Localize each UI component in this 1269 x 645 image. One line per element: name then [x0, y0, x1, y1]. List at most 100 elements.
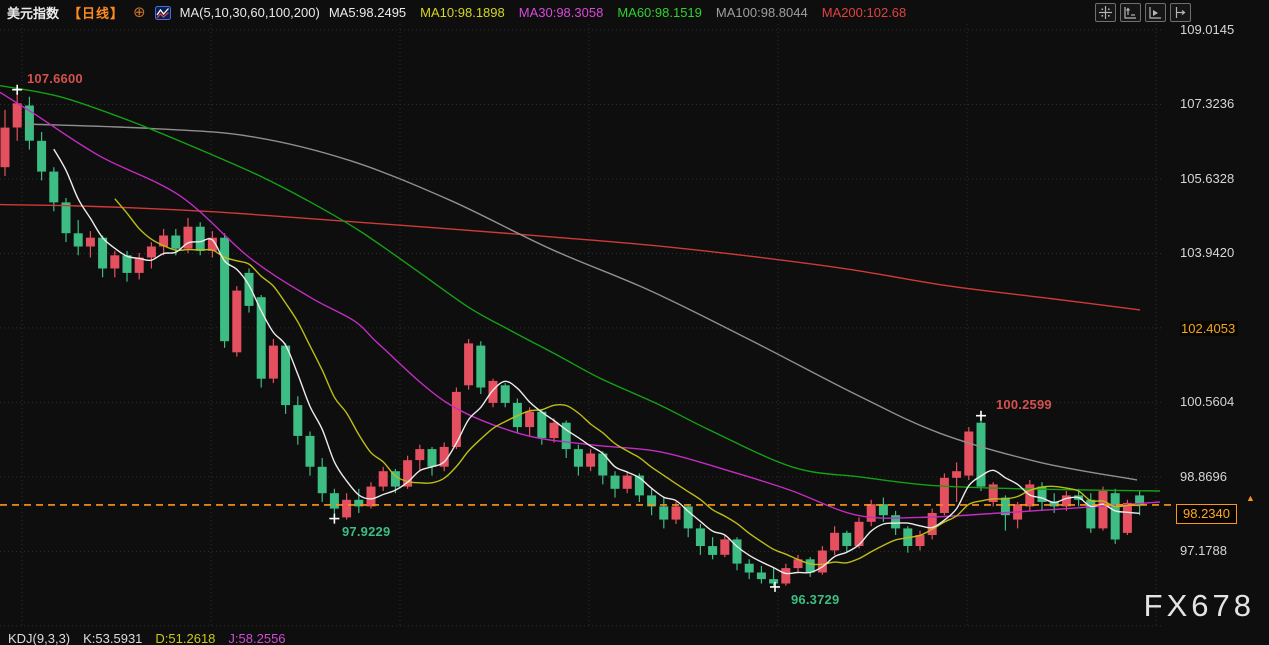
ma-line-ma200 — [0, 203, 1141, 311]
candle-body — [317, 466, 327, 494]
pivot-high-label: 107.6600 — [27, 71, 83, 86]
kline-indicator-icon[interactable] — [154, 5, 171, 20]
candle-body — [1037, 486, 1047, 502]
candle-body — [866, 504, 876, 522]
candle-body — [366, 486, 376, 507]
candle-body — [1135, 495, 1145, 505]
candle-body — [354, 499, 364, 507]
period-tag: 【日线】 — [68, 6, 125, 21]
ma-line-ma5 — [53, 148, 1140, 575]
y-axis-label: 109.0145 — [1180, 22, 1235, 37]
candle-body — [586, 453, 596, 467]
y-axis-label: 107.3236 — [1180, 96, 1235, 111]
chart-toolbar — [1095, 3, 1191, 22]
candle-body — [525, 411, 535, 428]
time-scale-icon[interactable] — [1145, 3, 1166, 22]
current-price-box: 98.2340 — [1176, 504, 1237, 524]
candle-body — [439, 446, 449, 467]
candle-body — [793, 559, 803, 569]
candle-body — [378, 471, 388, 487]
candle-body — [537, 411, 547, 439]
candle-body — [171, 235, 181, 249]
candle-body — [37, 140, 47, 172]
candle-body — [146, 246, 156, 258]
candle-body — [183, 226, 193, 249]
candle-body — [549, 422, 559, 439]
candle-body — [85, 237, 95, 247]
pivot-low-label: 96.3729 — [791, 592, 840, 607]
instrument-title: 美元指数 — [7, 6, 60, 21]
ma-legend-item: MA60:98.1519 — [617, 5, 702, 20]
candle-body — [708, 546, 718, 555]
pivot-cross-icon — [770, 581, 780, 592]
candle-body — [720, 539, 730, 555]
candle-body — [830, 532, 840, 551]
pivot-cross-icon — [329, 513, 340, 524]
ma-legend-item: MA200:102.68 — [821, 5, 907, 20]
candle-body — [256, 297, 266, 379]
ma-legend-item: MA10:98.1898 — [420, 5, 505, 20]
candle-body — [488, 380, 498, 403]
candle-body — [220, 237, 230, 342]
candle-body — [854, 521, 864, 546]
ma-legend-item: MA100:98.8044 — [715, 5, 808, 20]
candle-body — [756, 572, 766, 580]
ma-legend-item: MA30:98.3058 — [518, 5, 604, 20]
candle-body — [195, 226, 205, 251]
candle-body — [952, 471, 962, 478]
candle-body — [671, 506, 681, 520]
candle-body — [293, 405, 303, 436]
candle-body — [1086, 499, 1096, 529]
price-scale-icon[interactable] — [1120, 3, 1141, 22]
pivot-cross-icon — [976, 410, 986, 421]
ma-legend-item: MA5:98.2495 — [328, 5, 407, 20]
candle-body — [927, 513, 937, 535]
price-axis[interactable]: 102.4053 ▲ 98.2340 109.0145 107.3236 105.6… — [1162, 0, 1269, 645]
candle-body — [1122, 502, 1132, 533]
candle-body — [1110, 493, 1120, 540]
candle-body — [1061, 495, 1071, 507]
candle-body — [842, 532, 852, 546]
candle-body — [683, 506, 693, 529]
watermark: FX678 — [1143, 588, 1255, 623]
y-axis-label: 103.9420 — [1180, 245, 1235, 260]
y-axis-label: 97.1788 — [1180, 543, 1227, 558]
candle-body — [305, 435, 315, 467]
candle-body — [1049, 502, 1059, 507]
candle-body — [634, 475, 644, 496]
candle-body — [610, 475, 620, 489]
candle-body — [817, 550, 827, 573]
candle-body — [561, 422, 571, 450]
candle-body — [988, 484, 998, 502]
candle-body — [464, 343, 474, 386]
candle-body — [598, 453, 608, 476]
candle-body — [1000, 497, 1010, 516]
candle-body — [744, 563, 754, 573]
circle-plus-icon[interactable]: ⊕ — [133, 4, 146, 21]
kdj-indicator-row: KDJ(9,3,3) K:53.5931 D:51.2618 J:58.2556 — [8, 631, 286, 645]
candle-body — [390, 471, 400, 487]
candle-body — [427, 449, 437, 467]
candle-body — [964, 431, 974, 476]
ma-line-ma10 — [114, 198, 1140, 566]
kdj-j-value: J:58.2556 — [228, 631, 286, 645]
candle-body — [451, 391, 461, 447]
candle-body — [476, 345, 486, 388]
candle-body — [659, 506, 669, 520]
crosshair-icon[interactable] — [1095, 3, 1116, 22]
ma-line-ma100 — [24, 123, 1138, 481]
candle-body — [891, 515, 901, 529]
candle-body — [134, 257, 144, 273]
candle-body — [110, 255, 120, 269]
candle-body — [73, 233, 83, 247]
ma-legend: MA5:98.2495 MA10:98.1898 MA30:98.3058 MA60:… — [329, 5, 906, 20]
pivot-low-label: 97.9229 — [342, 524, 391, 539]
candle-body — [403, 460, 413, 487]
candle-body — [415, 449, 425, 461]
candle-body — [0, 127, 10, 168]
candle-body — [281, 345, 291, 406]
kdj-d-value: D:51.2618 — [155, 631, 216, 645]
pan-right-icon[interactable] — [1170, 3, 1191, 22]
